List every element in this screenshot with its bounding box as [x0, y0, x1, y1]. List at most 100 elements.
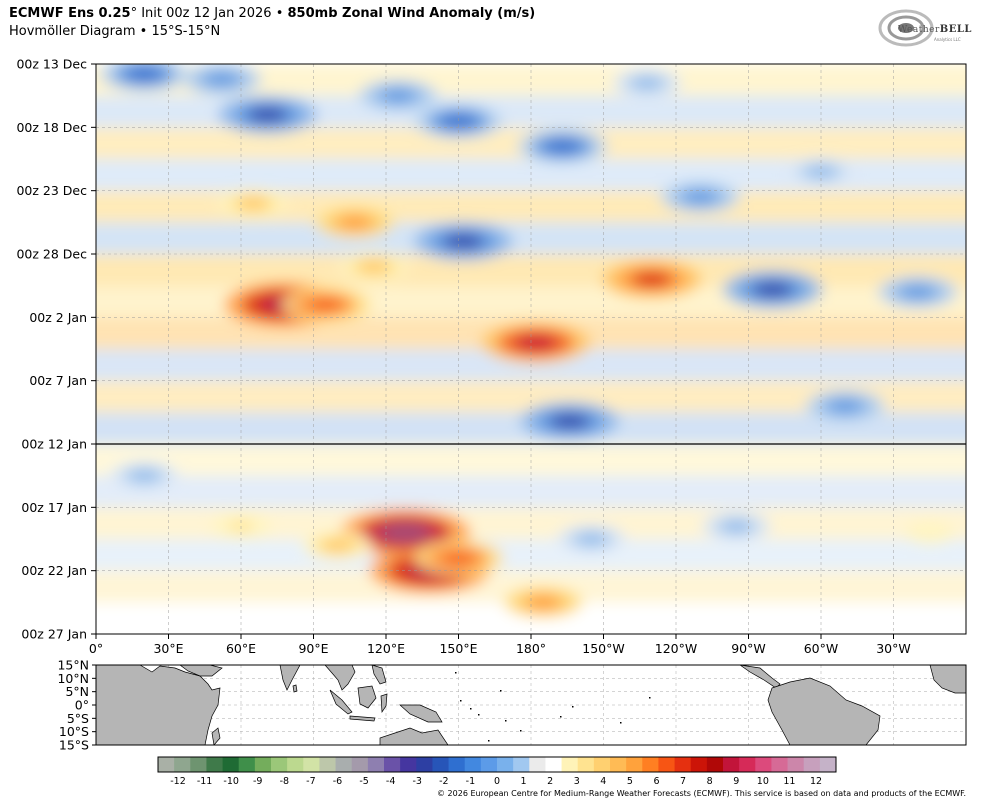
colorbar-swatch — [771, 757, 788, 772]
x-tick-label: 60°W — [804, 641, 839, 656]
colorbar-swatch — [206, 757, 223, 772]
anomaly-cell — [338, 215, 371, 229]
colorbar-swatch — [819, 757, 837, 772]
map-gridlines — [96, 665, 966, 745]
colorbar-label: 8 — [707, 776, 713, 787]
colorbar-swatch — [351, 757, 369, 772]
colorbar-swatch — [497, 757, 514, 772]
borneo-land — [357, 685, 377, 709]
anomaly-band — [96, 444, 966, 477]
anomaly-band — [96, 254, 966, 287]
africa-land — [96, 665, 221, 745]
sri-lanka-land — [292, 684, 298, 693]
x-tick-label: 30°E — [153, 641, 183, 656]
y-tick-label: 00z 2 Jan — [29, 310, 87, 325]
south-america-land — [767, 677, 881, 745]
sumatra-land — [329, 689, 353, 715]
indochina-land — [324, 665, 356, 691]
title-bullet: • — [275, 6, 284, 21]
anomaly-band — [96, 222, 966, 256]
colorbar-swatch — [416, 757, 433, 772]
colorbar-label: -10 — [223, 776, 239, 787]
anomaly-cell — [631, 271, 672, 288]
anomaly-band — [96, 539, 966, 572]
anomaly-field — [96, 64, 966, 634]
colorbar-swatch — [174, 757, 191, 772]
colorbar-label: -2 — [439, 776, 448, 787]
colorbar-swatch — [787, 757, 805, 772]
map-lat-label: 10°S — [59, 724, 89, 739]
madagascar-land — [211, 727, 221, 745]
colorbar-label: 0 — [494, 776, 500, 787]
region-map: 15°N10°N5°N0°5°S10°S15°S — [57, 658, 967, 753]
anomaly-cell — [919, 528, 940, 538]
logo-subtext: Analytics LLC — [934, 37, 961, 42]
anomaly-cell — [752, 281, 793, 298]
india-land — [279, 665, 301, 691]
west-africa-land — [929, 665, 966, 694]
colorbar-label: -11 — [197, 776, 213, 787]
colorbar-swatch — [254, 757, 272, 772]
colorbar-label: 6 — [653, 776, 659, 787]
x-tick-label: 120°E — [367, 641, 405, 656]
colorbar-swatch — [190, 757, 207, 772]
colorbar-swatch — [690, 757, 708, 772]
x-tick-label: 60°E — [226, 641, 256, 656]
anomaly-cell — [359, 260, 388, 273]
chart-subtitle: Hovmöller Diagram • 15°S-15°N — [9, 24, 221, 39]
y-tick-label: 00z 17 Jan — [21, 500, 87, 515]
colorbar-label: 1 — [521, 776, 527, 787]
y-tick-label: 00z 28 Dec — [16, 247, 87, 262]
colorbar-label: -9 — [253, 776, 262, 787]
colorbar-swatch — [706, 757, 724, 772]
colorbar-swatch — [384, 757, 401, 772]
y-tick-label: 00z 27 Jan — [21, 627, 87, 642]
colorbar-swatch — [739, 757, 756, 772]
colorbar-swatch — [464, 757, 482, 772]
anomaly-band — [96, 285, 966, 319]
colorbar-swatch — [529, 757, 546, 772]
y-tick-label: 00z 22 Jan — [21, 563, 87, 578]
map-lat-label: 15°N — [57, 658, 89, 673]
colorbar-label: 7 — [680, 776, 686, 787]
colorbar-label: 12 — [810, 776, 822, 787]
colorbar-frame — [157, 756, 837, 773]
colorbar-label: -3 — [413, 776, 422, 787]
landmasses — [96, 665, 966, 745]
colorbar-swatch — [626, 757, 643, 772]
colorbar-swatch — [513, 757, 530, 772]
colorbar-label: 11 — [783, 776, 795, 787]
x-tick-label: 150°E — [439, 641, 477, 656]
colorbar-swatch — [593, 757, 611, 772]
colorbar-swatch — [367, 757, 385, 772]
colorbar-label: -5 — [359, 776, 368, 787]
colorbar-swatch — [561, 757, 579, 772]
colorbar-swatch — [335, 757, 353, 772]
anomaly-cell — [527, 595, 560, 609]
gridlines — [96, 64, 966, 634]
x-tick-label: 120°W — [655, 641, 697, 656]
colorbar-label: 3 — [574, 776, 580, 787]
colorbar-swatch — [674, 757, 692, 772]
colorbar-label: -8 — [280, 776, 289, 787]
anomaly-band — [96, 475, 966, 509]
colorbar-label: 10 — [757, 776, 769, 787]
java-land — [349, 715, 376, 722]
x-tick-label: 180° — [516, 641, 546, 656]
anomaly-cell — [247, 106, 288, 123]
map-lat-label: 0° — [75, 698, 89, 713]
weatherbell-logo: WeatherBELL Analytics LLC — [876, 6, 972, 50]
anomaly-cell — [239, 197, 268, 210]
colorbar-label: -7 — [306, 776, 315, 787]
colorbar-swatch — [222, 757, 240, 772]
y-tick-label: 00z 18 Dec — [16, 120, 87, 135]
copyright-footer: © 2026 European Centre for Medium-Range … — [437, 789, 966, 798]
chart-title: ECMWF Ens 0.25° Init 00z 12 Jan 2026 • 8… — [9, 6, 535, 21]
init-time: Init 00z 12 Jan 2026 — [141, 6, 272, 21]
anomaly-cell — [807, 165, 835, 178]
pacific-islands — [455, 672, 651, 742]
anomaly-cell — [379, 522, 432, 543]
anomaly-cell — [684, 190, 717, 204]
colorbar-label: -12 — [170, 776, 186, 787]
